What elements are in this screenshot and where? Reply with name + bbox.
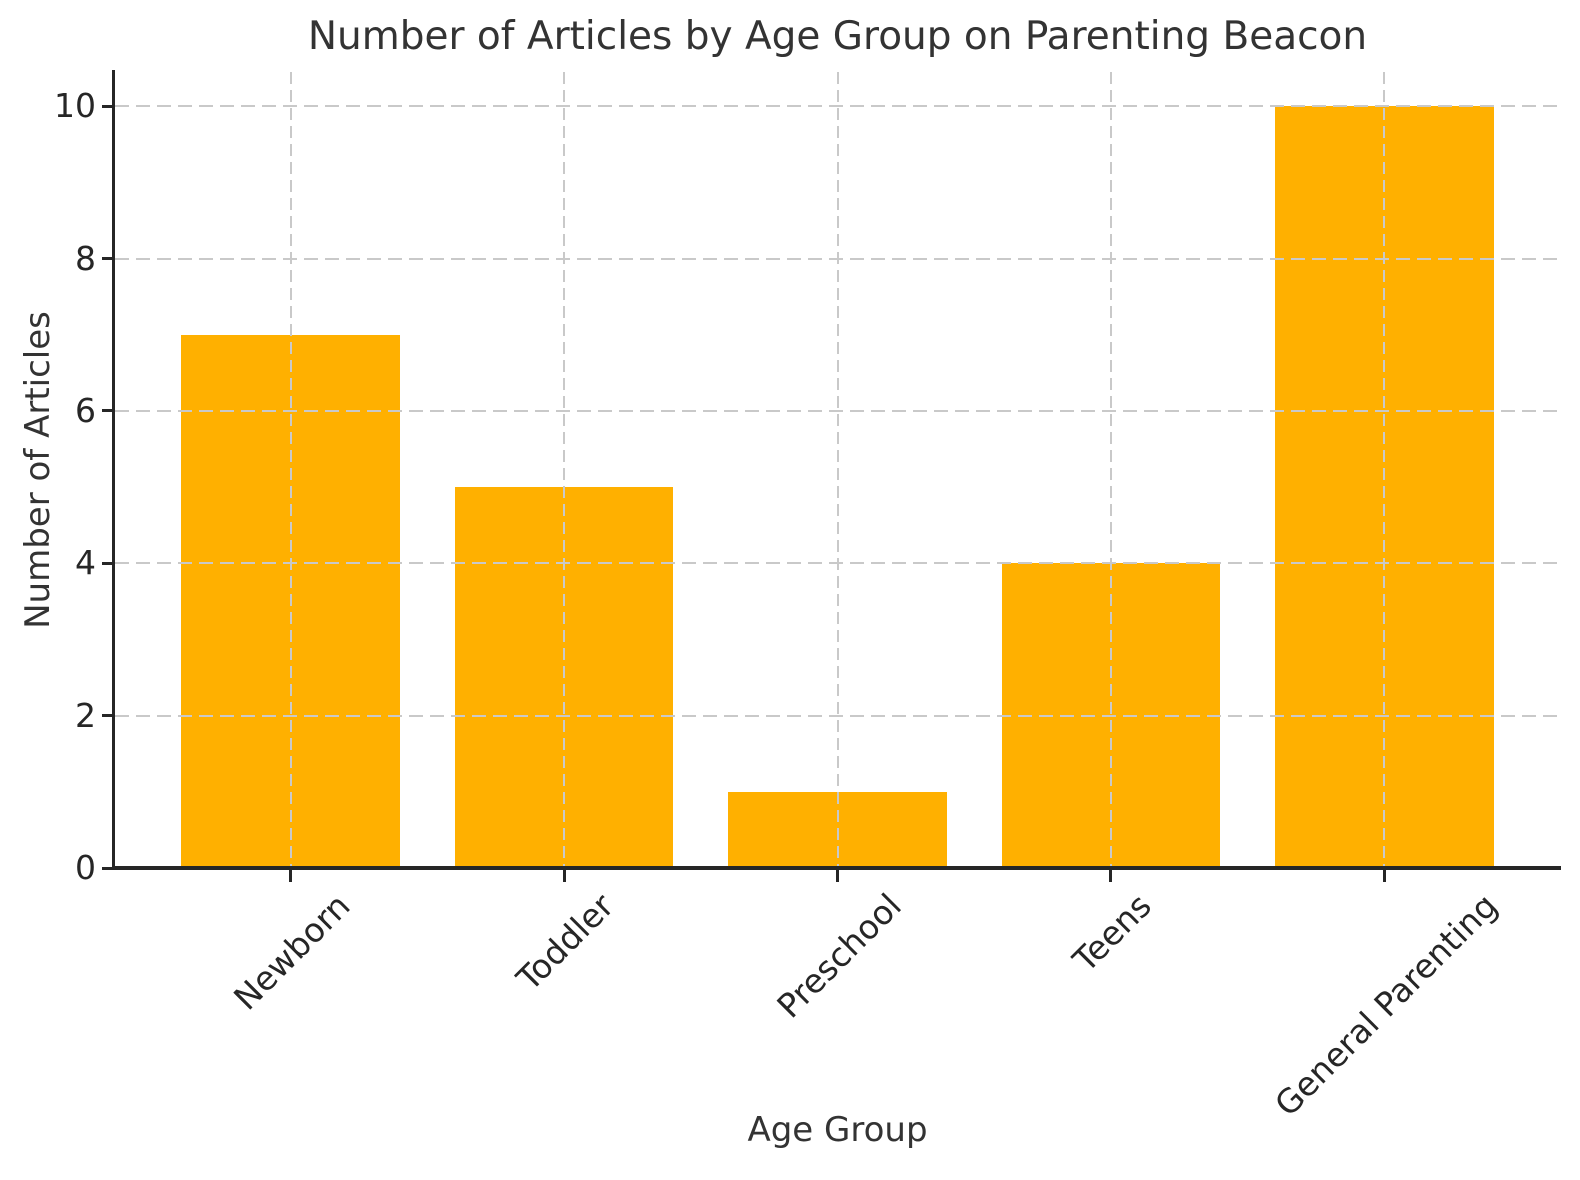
y-tick-0 bbox=[102, 866, 112, 870]
y-tick-2 bbox=[102, 714, 112, 718]
plot-area bbox=[115, 72, 1560, 868]
y-axis-label: Number of Articles bbox=[18, 311, 58, 629]
chart-title: Number of Articles by Age Group on Paren… bbox=[307, 14, 1368, 59]
bar-slot-preschool bbox=[701, 72, 974, 868]
y-axis-ticks bbox=[102, 72, 112, 870]
x-axis-tick-labels: Newborn Toddler Preschool Teens General Pare… bbox=[115, 886, 1560, 1146]
bar-preschool bbox=[728, 791, 947, 868]
x-tick-toddler bbox=[562, 870, 566, 882]
bar-toddler bbox=[454, 487, 674, 868]
x-tick-label-teens: Teens bbox=[1065, 886, 1160, 980]
x-tick-teens bbox=[1109, 870, 1113, 882]
x-tick-newborn bbox=[289, 870, 293, 882]
y-tick-label-8: 8 bbox=[75, 238, 96, 278]
bar-slot-teens bbox=[974, 72, 1247, 868]
y-tick-label-6: 6 bbox=[75, 390, 96, 430]
x-tick-label-preschool: Preschool bbox=[769, 886, 909, 1026]
y-tick-label-0: 0 bbox=[75, 848, 96, 887]
x-axis-label: Age Group bbox=[747, 1110, 928, 1150]
y-tick-6 bbox=[102, 409, 112, 413]
x-axis-ticks bbox=[115, 870, 1560, 882]
x-tick-label-general-parenting: General Parenting bbox=[1266, 886, 1505, 1124]
y-tick-8 bbox=[102, 257, 112, 261]
bars-layer bbox=[115, 72, 1560, 868]
y-tick-label-4: 4 bbox=[75, 543, 96, 583]
y-tick-4 bbox=[102, 561, 112, 565]
bar-general-parenting bbox=[1274, 106, 1494, 868]
y-axis-tick-labels: 0 2 4 6 8 10 bbox=[0, 72, 96, 887]
bar-slot-newborn bbox=[154, 72, 427, 868]
y-axis-line bbox=[112, 70, 115, 870]
y-tick-label-10: 10 bbox=[54, 86, 96, 126]
bar-slot-general-parenting bbox=[1248, 72, 1521, 868]
x-tick-general-parenting bbox=[1382, 870, 1386, 882]
bar-slot-toddler bbox=[427, 72, 700, 868]
bar-newborn bbox=[181, 334, 401, 868]
y-tick-10 bbox=[102, 104, 112, 108]
y-tick-label-2: 2 bbox=[75, 695, 96, 735]
x-tick-label-newborn: Newborn bbox=[226, 886, 358, 1018]
bar-teens bbox=[1001, 563, 1221, 868]
x-tick-label-toddler: Toddler bbox=[509, 886, 622, 999]
x-axis-line bbox=[112, 866, 1561, 870]
x-tick-preschool bbox=[836, 870, 839, 882]
